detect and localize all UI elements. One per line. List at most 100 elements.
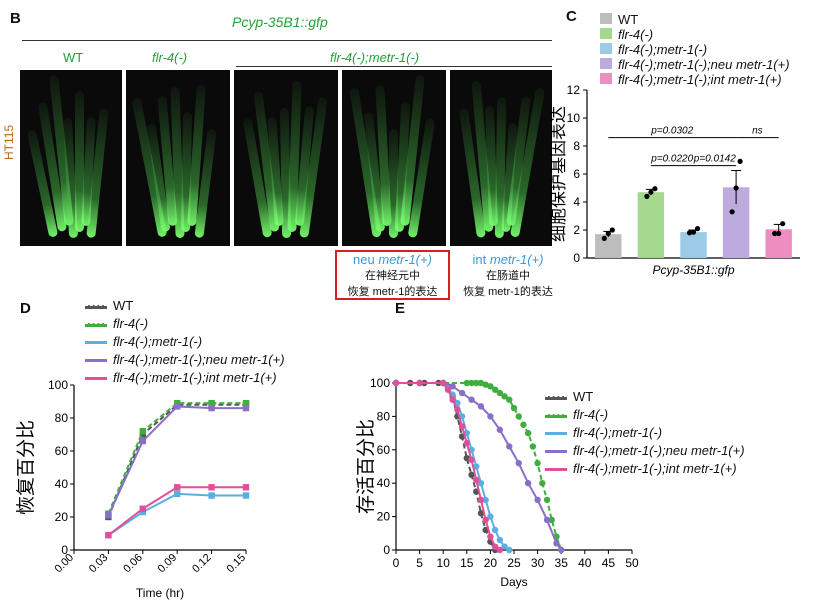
data-point [242,404,250,412]
legend-c-item: flr-4(-);metr-1(-);int metr-1(+) [600,72,790,87]
group-label-wt: WT [63,50,84,65]
int-line2: 恢复 metr-1的表达 [463,286,553,298]
y-axis-label: 恢复百分比 [15,420,37,515]
y-axis-label: 细胞保护基因表达 [550,106,568,242]
data-point [548,516,555,524]
legend-d-label: WT [113,298,134,313]
neu-line1: 在神经元中 [365,270,420,282]
panel-b-subrule [236,66,552,67]
group-label-flr4-metr1: flr-4(-);metr-1(-) [330,50,420,65]
y-tick-label: 0 [383,543,390,557]
legend-d-item: flr-4(-);metr-1(-) [85,333,285,351]
legend-d-marker [85,359,107,363]
data-point [491,386,499,393]
series-line [107,402,246,515]
data-point [174,484,181,491]
data-point [515,413,522,420]
data-point [208,484,215,491]
y-tick-label: 100 [370,376,390,390]
y-tick-label: 0 [61,543,68,557]
legend-d-label: flr-4(-) [113,316,149,331]
x-tick-label: 45 [602,556,616,570]
int-line1: 在肠道中 [486,270,530,282]
legend-d-marker [85,304,107,309]
line-chart-d: 0 20 40 60 80 100 0.00 0.03 0.06 0.09 0.12 0.15 Time… [15,378,250,600]
neu-line2: 恢复 metr-1的表达 [347,286,438,298]
x-tick-label: 0.09 [156,552,180,576]
line-chart-e: 0 20 40 60 80 100 0 5 10 15 20 25 30 35 40 45 50 Days 存活百分… [355,376,639,589]
data-point [139,437,146,445]
y-tick-label: 8 [573,139,580,153]
data-point [242,484,250,491]
legend-e-label: flr-4(-);metr-1(-) [573,425,663,440]
panel-c-letter: C [566,8,577,25]
legend-e: WT flr-4(-) flr-4(-);metr-1(-) flr-4(-);met… [545,388,745,478]
legend-d-label: flr-4(-);metr-1(-);int metr-1(+) [113,370,277,385]
data-point [543,496,551,504]
x-tick-label: 40 [578,556,592,570]
data-point [501,543,508,550]
legend-c-item: flr-4(-);metr-1(-);neu metr-1(+) [600,57,790,72]
data-point [491,526,499,534]
data-point [242,492,250,499]
data-point [473,476,480,484]
data-point [496,546,504,554]
x-tick-label: 30 [531,556,545,570]
data-point [543,516,551,524]
data-point [524,429,532,437]
legend-e-item: flr-4(-);metr-1(-);neu metr-1(+) [545,442,745,460]
bar-chart-c: 0 2 4 6 8 10 12 p=0.0302 ns p=0.0220 p=0.0142 Pcyp-… [550,83,800,277]
y-axis-label: 存活百分比 [355,419,377,514]
data-point [449,383,456,390]
int-gene: metr-1(+) [489,252,544,267]
sig-label: ns [752,126,763,137]
y-tick-label: 60 [55,444,69,458]
x-tick-label: 0.03 [87,552,111,576]
data-point [444,386,452,393]
x-tick-label: 25 [507,556,521,570]
neu-gene: metr-1(+) [378,252,432,267]
data-point [686,230,693,236]
data-point [605,230,611,237]
y-tick-label: 100 [48,378,68,392]
data-point [174,403,181,410]
legend-d-label: flr-4(-);metr-1(-) [113,334,203,349]
legend-d-marker [85,377,107,381]
legend-c-swatch [600,28,612,39]
legend-e-marker [545,432,567,436]
data-point [208,404,215,412]
worm-shape [388,128,398,238]
x-tick-label: 0.00 [52,552,76,576]
data-point [463,379,470,387]
data-point [473,463,480,470]
x-tick-label: 0 [393,556,400,570]
data-point [174,399,181,407]
legend-c-swatch [600,58,612,69]
y-tick-label: 12 [567,83,581,97]
data-point [468,456,475,464]
data-point [644,193,650,199]
data-point [463,439,470,447]
data-point [776,230,782,237]
legend-d-item: flr-4(-);metr-1(-);int metr-1(+) [85,369,285,387]
legend-c-item: flr-4(-);metr-1(-) [600,42,790,57]
data-point [648,189,654,195]
data-point [105,512,112,519]
int-rescue-label: int metr-1(+) 在肠道中 恢复 metr-1的表达 [452,252,564,298]
legend-e-marker [545,450,567,454]
x-axis-label: Time (hr) [136,586,184,600]
sig-label: p=0.0220 [650,154,693,165]
legend-d-item: WT [85,297,285,315]
legend-c-swatch [600,13,612,24]
series-line [396,382,563,551]
data-point [733,185,739,191]
data-point [496,389,504,397]
data-point [652,186,658,192]
x-tick-label: 0.06 [121,552,145,576]
legend-c-swatch [600,73,612,84]
data-point [553,540,560,547]
data-point [690,229,697,235]
data-point [506,396,513,403]
legend-d-item: flr-4(-);metr-1(-);neu metr-1(+) [85,351,285,369]
int-prefix: int [472,252,490,267]
